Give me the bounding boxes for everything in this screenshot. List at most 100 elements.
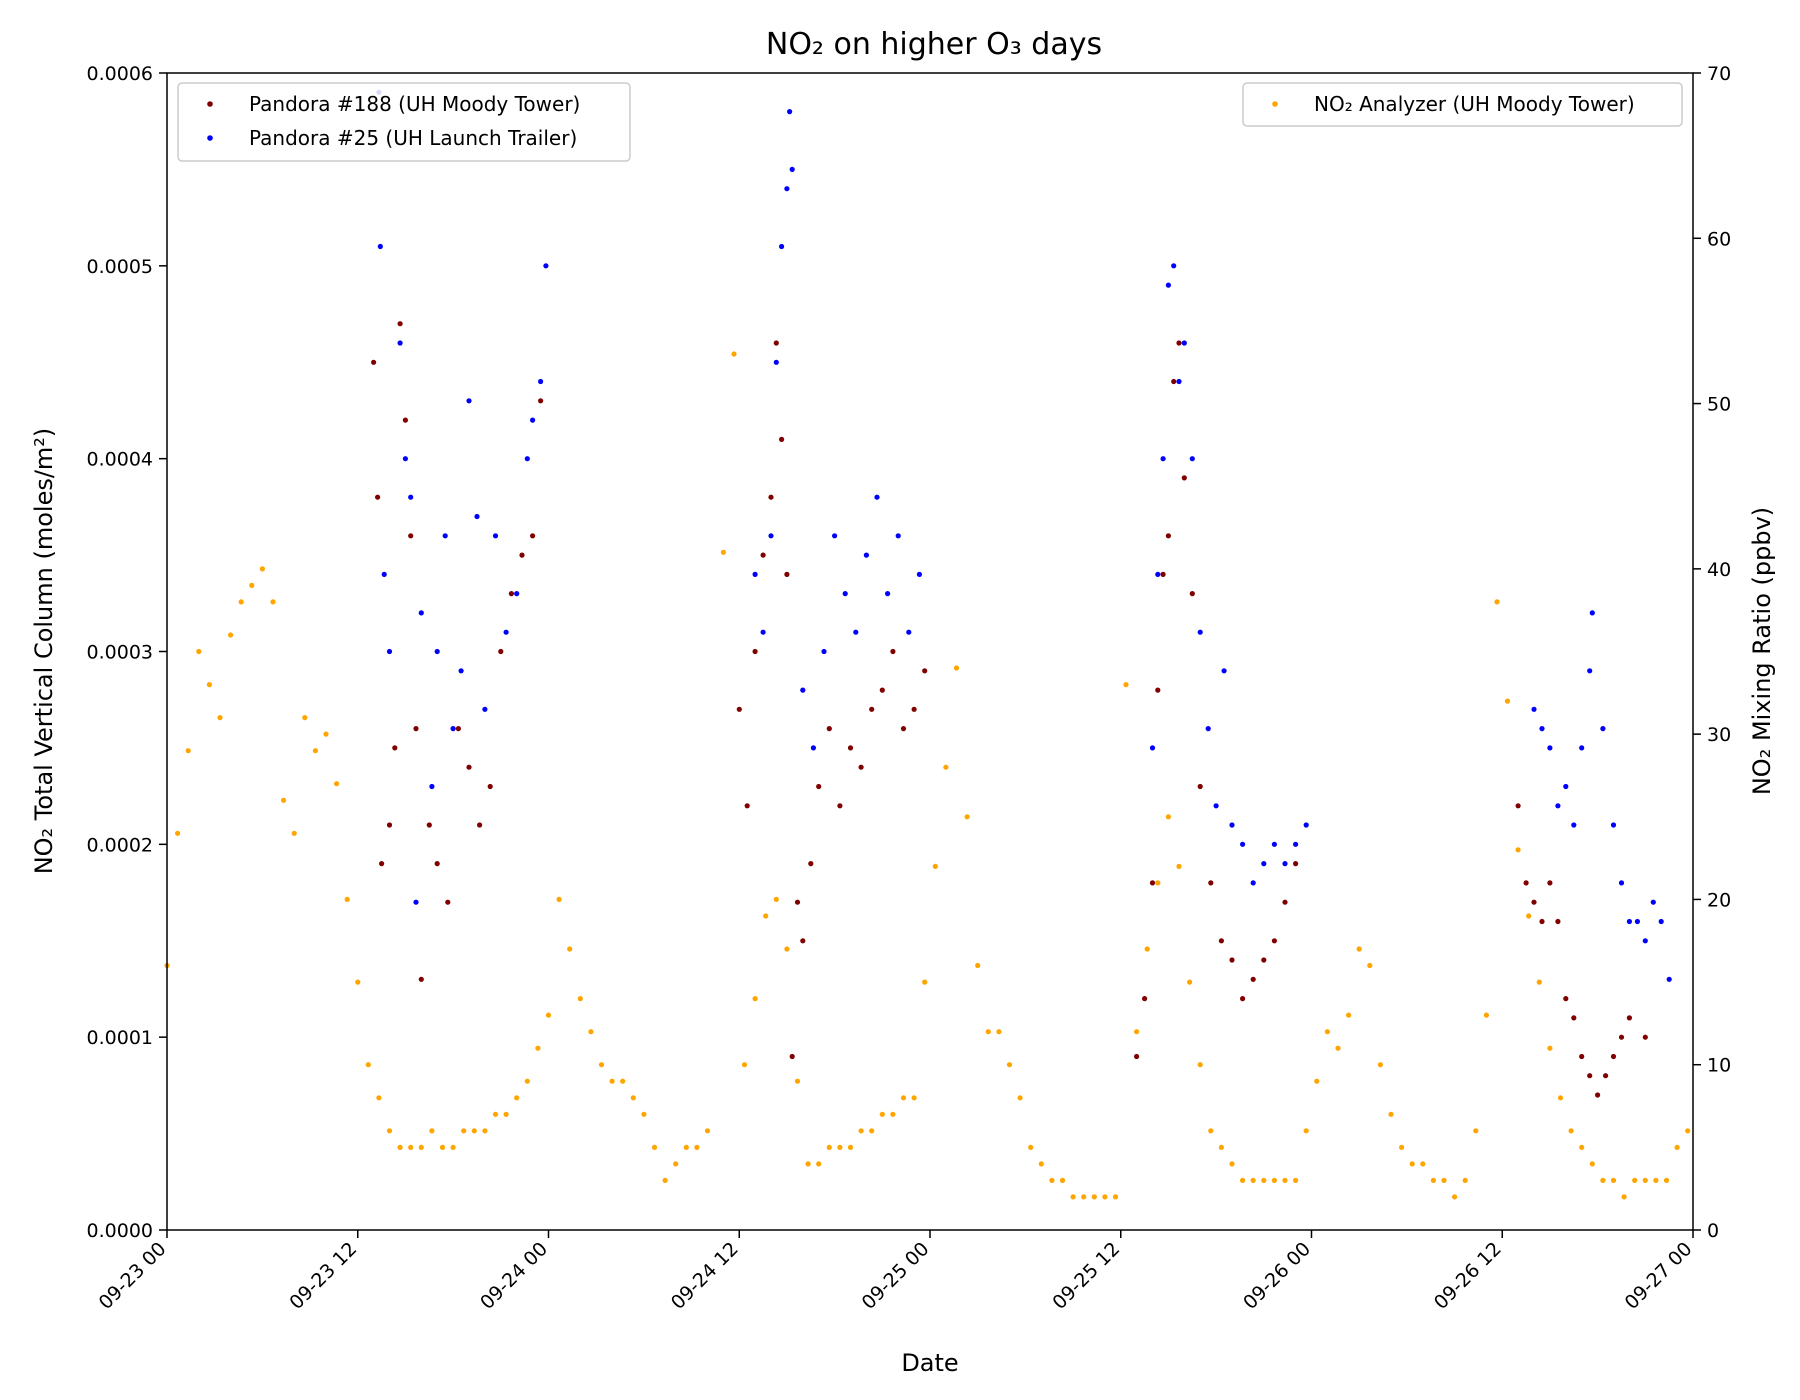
no2-analyzer-point	[1261, 1177, 1267, 1183]
no2-analyzer-point	[879, 1111, 885, 1117]
pandora-25-point	[450, 726, 456, 732]
pandora-188-point	[1181, 475, 1187, 481]
no2-analyzer-point	[1621, 1194, 1627, 1200]
no2-analyzer-point	[1006, 1062, 1013, 1068]
no2-analyzer-point	[858, 1128, 864, 1134]
no2-analyzer-point	[1314, 1078, 1320, 1084]
no2-analyzer-point	[1430, 1177, 1436, 1183]
pandora-25-point	[752, 571, 758, 578]
right-y-axis-label: NO₂ Mixing Ratio (ppbv)	[1748, 507, 1776, 795]
no2-analyzer-point	[196, 648, 202, 655]
no2-analyzer-point	[953, 665, 960, 671]
no2-analyzer-point	[1494, 599, 1500, 605]
no2-analyzer-point	[175, 830, 181, 836]
no2-analyzer-point	[1144, 946, 1150, 952]
pandora-25-point	[1293, 841, 1299, 847]
no2-analyzer-point	[1250, 1177, 1256, 1183]
pandora-25-point	[1531, 706, 1537, 712]
pandora-188-point	[508, 591, 514, 597]
no2-analyzer-point	[911, 1095, 917, 1101]
no2-analyzer-point	[514, 1095, 520, 1101]
no2-analyzer-point	[1409, 1161, 1415, 1167]
no2-analyzer-point	[397, 1144, 403, 1150]
pandora-188-point	[744, 803, 750, 809]
pandora-188-point	[408, 533, 414, 539]
no2-analyzer-point	[1134, 1029, 1140, 1035]
pandora-188-point	[816, 783, 822, 790]
no2-analyzer-point	[365, 1062, 371, 1068]
pandora-25-point	[895, 533, 901, 539]
pandora-188-point	[519, 552, 525, 558]
pandora-25-point	[1563, 783, 1569, 790]
pandora-25-point	[538, 378, 544, 385]
no2-analyzer-point	[238, 599, 244, 605]
no2-analyzer-point	[1399, 1144, 1405, 1150]
pandora-188-point	[826, 726, 832, 732]
pandora-25-point	[1666, 976, 1672, 982]
pandora-25-point	[821, 648, 827, 655]
pandora-25-point	[1149, 745, 1156, 751]
no2-analyzer-point	[1536, 979, 1542, 985]
no2-analyzer-point	[1218, 1144, 1224, 1150]
no2-analyzer-point	[964, 814, 970, 820]
no2-analyzer-point	[869, 1128, 875, 1134]
pandora-188-point	[1134, 1053, 1140, 1060]
pandora-188-point	[1155, 687, 1161, 693]
no2-analyzer-point	[1346, 1012, 1352, 1018]
no2-analyzer-point	[620, 1078, 626, 1084]
pandora-188-point	[371, 359, 377, 365]
no2-analyzer-point	[450, 1144, 456, 1150]
pandora-188-point	[487, 783, 493, 790]
pandora-188-point	[794, 899, 801, 905]
no2-analyzer-point	[985, 1029, 991, 1035]
pandora-25-point	[1642, 938, 1648, 944]
pandora-25-point	[885, 591, 891, 597]
no2-analyzer-point	[1091, 1194, 1097, 1200]
no2-analyzer-point	[741, 1062, 748, 1068]
left-y-tick-label: 0.0000	[87, 1220, 153, 1242]
pandora-188-point	[911, 706, 917, 712]
left-y-axis-label: NO₂ Total Vertical Column (moles/m²)	[30, 428, 58, 875]
no2-analyzer-point	[524, 1078, 530, 1084]
pandora-188-point	[1271, 938, 1277, 944]
right-y-tick-label: 30	[1707, 724, 1731, 746]
no2-analyzer-point	[1674, 1144, 1680, 1150]
pandora-25-point	[474, 513, 480, 520]
no2-analyzer-point	[217, 715, 223, 721]
left-y-tick-label: 0.0005	[87, 256, 153, 278]
pandora-188-point	[1618, 1034, 1625, 1040]
pandora-25-point	[402, 456, 408, 462]
no2-analyzer-point	[1473, 1128, 1479, 1134]
no2-analyzer-point	[1685, 1128, 1691, 1134]
no2-analyzer-point	[1663, 1177, 1670, 1183]
no2-analyzer-point	[312, 748, 318, 754]
pandora-188-point	[413, 726, 419, 732]
no2-analyzer-point	[731, 351, 737, 357]
pandora-25-point	[1555, 803, 1561, 809]
pandora-188-point	[1142, 996, 1148, 1002]
no2-analyzer-point	[720, 549, 727, 555]
pandora-188-point	[890, 648, 896, 655]
pandora-188-point	[1218, 938, 1224, 944]
pandora-25-point	[1160, 456, 1166, 462]
no2-analyzer-point	[1515, 847, 1521, 853]
pandora-25-point	[530, 417, 536, 423]
pandora-25-point	[1250, 880, 1256, 886]
pandora-188-point	[426, 822, 432, 828]
pandora-25-point	[768, 533, 774, 539]
no2-analyzer-point	[228, 632, 234, 638]
pandora-25-point	[779, 243, 785, 250]
no2-analyzer-point	[922, 979, 928, 985]
no2-analyzer-point	[1017, 1095, 1023, 1101]
no2-analyzer-point	[1112, 1194, 1119, 1200]
no2-analyzer-point	[784, 946, 790, 952]
pandora-25-point	[853, 629, 859, 635]
pandora-25-point	[906, 629, 912, 635]
pandora-25-point	[482, 706, 488, 712]
no2-analyzer-point	[1653, 1177, 1659, 1183]
pandora-188-point	[1626, 1015, 1632, 1021]
pandora-25-point	[1165, 282, 1171, 288]
pandora-188-point	[922, 668, 928, 674]
no2-analyzer-point	[1324, 1029, 1330, 1035]
